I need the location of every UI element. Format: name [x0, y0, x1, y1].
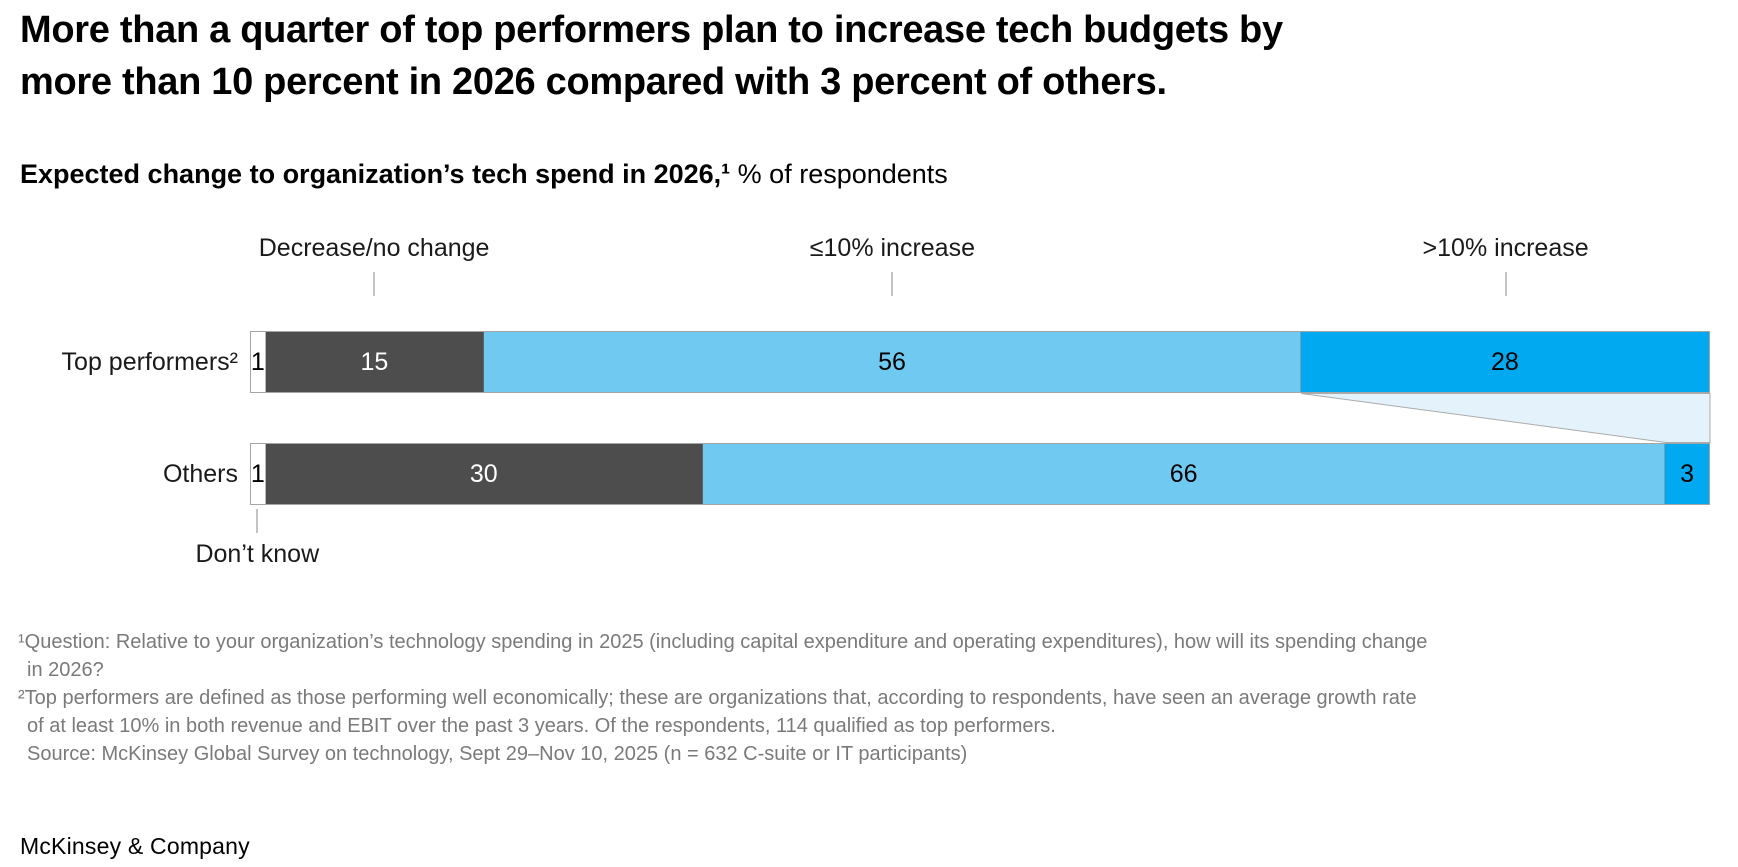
bar-segment: 1: [251, 332, 266, 392]
row-label: Top performers²: [61, 347, 238, 376]
segment-label-decrease-no-change: Decrease/no change: [258, 234, 490, 262]
bar-segment: 28: [1300, 332, 1709, 392]
row-label: Others: [162, 459, 238, 488]
footnote-2-line-1: ²Top performers are defined as those per…: [18, 687, 1417, 709]
segment-value: 30: [469, 459, 498, 488]
footnotes: ¹Question: Relative to your organization…: [18, 628, 1718, 768]
page-title: More than a quarter of top performers pl…: [20, 4, 1510, 108]
segment-value: 1: [250, 459, 265, 488]
subtitle-unit: % of respondents: [730, 159, 948, 189]
bar-segment: 15: [265, 332, 485, 392]
chart-subtitle: Expected change to organization’s tech s…: [20, 157, 1620, 191]
footnote-1-line-2: in 2026?: [27, 659, 104, 681]
subtitle-bold: Expected change to organization’s tech s…: [20, 159, 731, 189]
connector-polygon: [1301, 393, 1711, 443]
segment-value: 15: [360, 347, 389, 376]
label-tick: [256, 509, 259, 533]
source-line: Source: McKinsey Global Survey on techno…: [27, 743, 968, 765]
segment-value: 56: [878, 347, 906, 376]
mckinsey-logo-text: McKinsey & Company: [20, 833, 250, 859]
label-tick: [373, 272, 376, 296]
connector-band: [1301, 393, 1711, 443]
bar-segment: 1: [251, 444, 266, 504]
title-line-2: more than 10 percent in 2026 compared wi…: [20, 61, 1167, 103]
bar-segment: 3: [1665, 444, 1709, 504]
segment-value: 28: [1490, 347, 1519, 376]
bar-segment: 66: [702, 444, 1666, 504]
segment-value: 1: [250, 347, 265, 376]
bar-row: 1 15 56 28: [250, 331, 1710, 393]
title-line-1: More than a quarter of top performers pl…: [20, 9, 1283, 51]
footnote-2-line-2: of at least 10% in both revenue and EBIT…: [27, 715, 1056, 737]
segment-label-dont-know: Don’t know: [195, 540, 320, 568]
label-tick: [891, 272, 894, 296]
segment-label-gt10-increase: >10% increase: [1422, 234, 1589, 262]
bar-segment: 30: [265, 444, 703, 504]
label-tick: [1504, 272, 1507, 296]
footnote-1-line-1: ¹Question: Relative to your organization…: [18, 631, 1428, 653]
bar-row: 1 30 66 3: [250, 443, 1710, 505]
segment-value: 66: [1169, 459, 1198, 488]
segment-label-lte10-increase: ≤10% increase: [809, 234, 975, 262]
segment-value: 3: [1680, 459, 1695, 488]
bar-segment: 56: [484, 332, 1301, 392]
